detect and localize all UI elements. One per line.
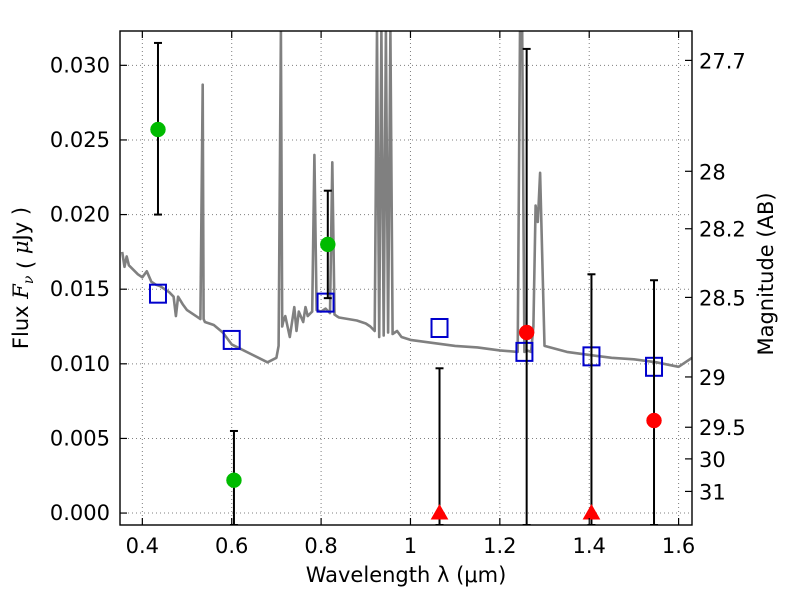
upper-limit-marker <box>582 504 601 520</box>
y-tick-label: 0.010 <box>50 352 110 376</box>
y-tick-label: 0.000 <box>50 501 110 525</box>
y2-tick-label: 29 <box>699 366 726 390</box>
y2-tick-label: 29.5 <box>699 416 746 440</box>
x-tick-label: 0.8 <box>304 534 337 558</box>
y-axis-label-part: Jy ) <box>9 207 33 243</box>
x-tick-label: 1.6 <box>662 534 695 558</box>
x-tick-label: 0.4 <box>126 534 159 558</box>
y-tick-label: 0.020 <box>50 203 110 227</box>
model-square <box>222 329 241 350</box>
y-axis-label-part: μ <box>9 240 33 254</box>
y2-tick-label: 28.2 <box>699 218 746 242</box>
y2-tick-label: 31 <box>699 480 726 504</box>
y2-axis-label: Magnitude (AB) <box>754 192 778 355</box>
plot-area <box>120 31 692 525</box>
y-axis-label-part: ν <box>21 275 37 284</box>
y-axis-label-part: Flux <box>9 299 33 349</box>
grid <box>120 31 692 525</box>
model-square <box>515 341 534 362</box>
x-tick-label: 1.4 <box>573 534 606 558</box>
y-tick-label: 0.025 <box>50 128 110 152</box>
ticks: 0.4 0.6 0.8 1 1.2 1.4 1.6 0.000 0.005 0.010 0.015 0… <box>50 31 746 558</box>
y2-tick-label: 28.5 <box>699 286 746 310</box>
y-tick-label: 0.015 <box>50 277 110 301</box>
y-tick-label: 0.030 <box>50 53 110 77</box>
observed-point <box>518 324 535 341</box>
x-tick-label: 1 <box>404 534 417 558</box>
x-tick-label: 1.2 <box>483 534 516 558</box>
upper-limit-marker <box>430 504 449 520</box>
y-axis-label-part: ( <box>14 254 38 276</box>
model-square <box>430 317 449 338</box>
plot-frame <box>119 30 693 526</box>
y-axis-label-part: F <box>9 283 33 300</box>
y2-tick-label: 30 <box>699 448 726 472</box>
y2-tick-label: 27.7 <box>699 49 746 73</box>
y-axis-label: Flux Fν ( μJy ) <box>9 207 38 349</box>
observed-point <box>320 236 336 253</box>
x-tick-label: 0.6 <box>215 534 248 558</box>
observed-point <box>150 121 166 138</box>
model-square <box>148 283 167 304</box>
observed-point <box>226 472 242 488</box>
x-axis-label: Wavelength λ (μm) <box>306 563 507 587</box>
y2-tick-label: 28 <box>699 160 726 184</box>
observed-point <box>646 412 662 429</box>
sed-template-line <box>120 31 692 369</box>
model-square <box>316 292 335 313</box>
y-tick-label: 0.005 <box>50 426 110 450</box>
